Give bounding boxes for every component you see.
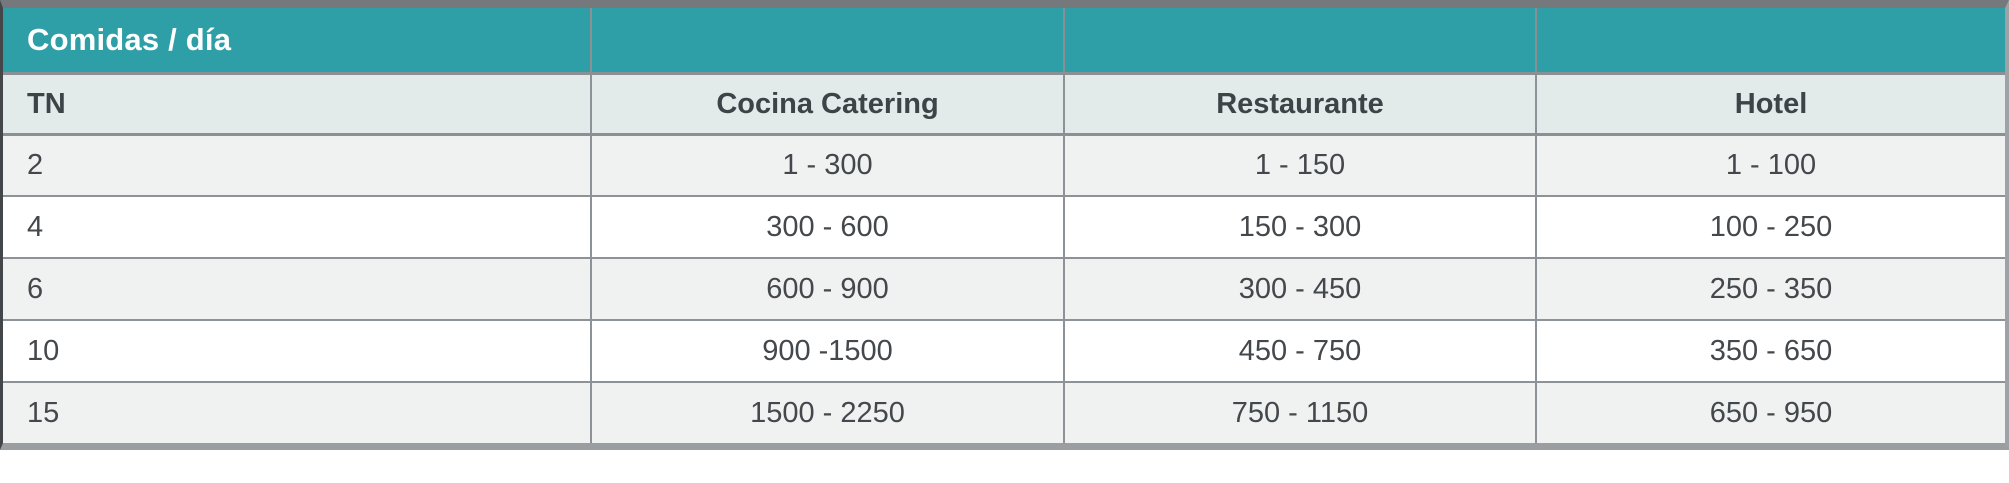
- cell-restaurante: 300 - 450: [1063, 259, 1535, 319]
- cell-tn: 2: [27, 149, 44, 181]
- cell-cocina-catering: 900 -1500: [590, 321, 1063, 381]
- table-row: 6 600 - 900 300 - 450 250 - 350: [3, 257, 2005, 319]
- column-header-restaurante: Restaurante: [1063, 75, 1535, 133]
- table-row: 15 1500 - 2250 750 - 1150 650 - 950: [3, 381, 2005, 443]
- table-row: 10 900 -1500 450 - 750 350 - 650: [3, 319, 2005, 381]
- cell-hotel: 100 - 250: [1535, 197, 2005, 257]
- cell-cocina-catering: 1500 - 2250: [590, 383, 1063, 443]
- cell-tn: 4: [27, 210, 44, 243]
- cell-hotel: 1 - 100: [1535, 136, 2005, 195]
- cell-cocina-catering: 600 - 900: [590, 259, 1063, 319]
- comidas-table: Comidas / día TN Cocina Catering Restaur…: [0, 0, 2009, 450]
- column-header-hotel: Hotel: [1535, 75, 2005, 133]
- cell-restaurante: 1 - 150: [1063, 136, 1535, 195]
- cell-restaurante: 750 - 1150: [1063, 383, 1535, 443]
- cell-tn: 15: [27, 396, 60, 429]
- cell-tn: 6: [27, 272, 44, 305]
- title-row-spacer-2: [1063, 8, 1535, 72]
- table-title-row: Comidas / día: [3, 8, 2005, 72]
- table-row: 4 300 - 600 150 - 300 100 - 250: [3, 195, 2005, 257]
- table-title: Comidas / día: [27, 22, 232, 57]
- cell-hotel: 650 - 950: [1535, 383, 2005, 443]
- column-header-tn: TN: [27, 87, 66, 120]
- cell-restaurante: 450 - 750: [1063, 321, 1535, 381]
- table-row: 2 1 - 300 1 - 150 1 - 100: [3, 133, 2005, 195]
- cell-cocina-catering: 1 - 300: [590, 136, 1063, 195]
- cell-hotel: 250 - 350: [1535, 259, 2005, 319]
- column-header-row: TN Cocina Catering Restaurante Hotel: [3, 72, 2005, 133]
- column-header-cocina-catering: Cocina Catering: [590, 75, 1063, 133]
- cell-hotel: 350 - 650: [1535, 321, 2005, 381]
- cell-tn: 10: [27, 334, 60, 367]
- cell-cocina-catering: 300 - 600: [590, 197, 1063, 257]
- title-row-spacer-3: [1535, 8, 2005, 72]
- cell-restaurante: 150 - 300: [1063, 197, 1535, 257]
- title-row-spacer-1: [590, 8, 1063, 72]
